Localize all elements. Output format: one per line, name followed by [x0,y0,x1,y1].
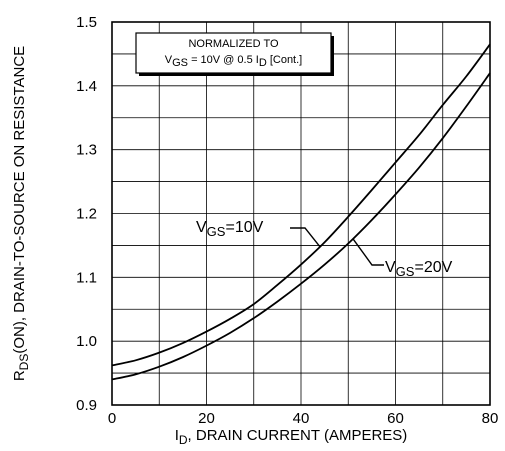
x-tick-label: 80 [482,410,499,427]
leader-line-vgs-10v [290,227,321,248]
y-axis-label: RDS(ON), DRAIN-TO-SOURCE ON RESISTANCE [11,46,31,381]
leader-line-vgs-20v [352,238,384,266]
grid [112,22,490,405]
y-tick-label: 1.4 [76,78,97,95]
x-tick-label: 20 [198,410,215,427]
annotation-box-frame [135,32,332,74]
y-tick-label: 1.3 [76,142,97,159]
x-axis-label: ID, DRAIN CURRENT (AMPERES) [175,427,408,447]
y-tick-label: 0.9 [76,397,97,414]
y-tick-label: 1.2 [76,206,97,223]
y-tick-label: 1.1 [76,269,97,286]
annotation-line-2: VGS = 10V @ 0.5 ID [Cont.] [165,54,302,69]
series-line-vgs-10v [111,43,491,367]
x-tick-label: 0 [108,410,116,427]
series-line-vgs-20v [111,72,491,381]
plot-frame [111,21,491,406]
series-label-text-vgs-20v: VGS=20V [385,259,453,279]
series-label-text-vgs-10v: VGS=10V [196,219,264,239]
series-label-vgs-10v: VGS=10V [196,219,321,248]
x-tick-label: 60 [387,410,404,427]
tick-labels: 0 20 40 60 80 0.9 1.0 1.1 1.2 1.3 1.4 1.5 [76,14,498,427]
y-tick-label: 1.5 [76,14,97,31]
x-tick-label: 40 [293,410,310,427]
curves [111,43,491,381]
series-label-vgs-20v: VGS=20V [352,238,453,279]
y-tick-label: 1.0 [76,333,97,350]
annotation-box: NORMALIZED TO VGS = 10V @ 0.5 ID [Cont.] [135,32,334,76]
annotation-line-1: NORMALIZED TO [188,38,278,50]
